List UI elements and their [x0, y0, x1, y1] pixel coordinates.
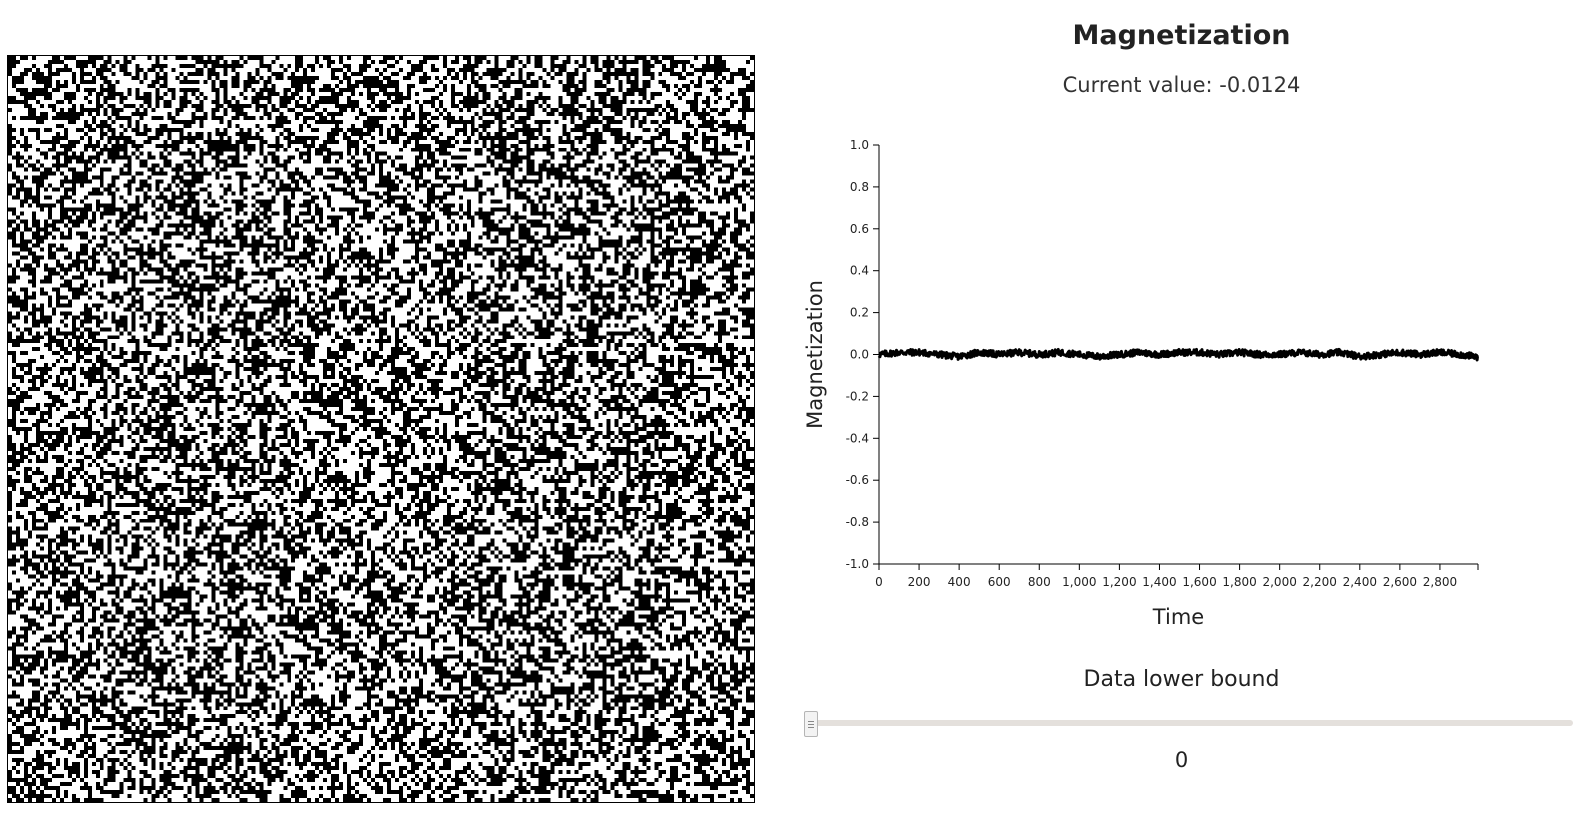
x-tick-label: 1,000 [1062, 575, 1096, 589]
x-tick-label: 1,800 [1222, 575, 1256, 589]
y-tick-label: 1.0 [850, 138, 869, 152]
spin-lattice-canvas[interactable] [8, 56, 754, 802]
y-tick-label: 0.0 [850, 348, 869, 362]
slider-handle[interactable] [804, 711, 818, 737]
x-tick-label: 1,400 [1142, 575, 1176, 589]
x-tick-label: 400 [948, 575, 971, 589]
magnetization-panel: Magnetization Current value: -0.0124 1.0… [790, 0, 1573, 820]
current-value: -0.0124 [1219, 73, 1301, 97]
y-tick-label: 0.6 [850, 222, 869, 236]
x-tick-label: 200 [908, 575, 931, 589]
slider-track[interactable] [812, 720, 1573, 726]
y-tick-label: 0.8 [850, 180, 869, 194]
x-tick-label: 2,600 [1383, 575, 1417, 589]
x-tick-label: 2,000 [1262, 575, 1296, 589]
x-tick-label: 1,200 [1102, 575, 1136, 589]
x-tick-label: 1,600 [1182, 575, 1216, 589]
y-tick-label: 0.2 [850, 306, 869, 320]
y-tick-label: 0.4 [850, 264, 869, 278]
x-tick-label: 2,200 [1303, 575, 1337, 589]
y-tick-label: -1.0 [846, 557, 869, 571]
x-tick-label: 2,800 [1423, 575, 1457, 589]
x-axis-label: Time [1152, 605, 1204, 629]
current-value-label: Current value: [1062, 73, 1213, 97]
x-tick-label: 800 [1028, 575, 1051, 589]
magnetization-chart: 1.0 0.8 0.6 0.4 0.2 0.0 -0.2 -0.4 -0.6 -0.8 -1.0 0 2… [803, 138, 1480, 629]
x-tick-label: 2,400 [1343, 575, 1377, 589]
y-axis-label: Magnetization [803, 280, 827, 429]
magnetization-series-line [877, 347, 1480, 362]
spin-lattice[interactable] [7, 55, 755, 803]
y-tick-label: -0.6 [846, 473, 869, 487]
y-tick-label: -0.2 [846, 389, 869, 403]
slider-value: 0 [1174, 748, 1189, 772]
x-tick-label: 0 [875, 575, 883, 589]
x-tick-label: 600 [988, 575, 1011, 589]
slider-label: Data lower bound [1083, 667, 1280, 692]
current-value-line: Current value: -0.0124 [790, 73, 1573, 97]
y-tick-label: -0.4 [846, 431, 869, 445]
panel-title: Magnetization [1072, 20, 1291, 51]
y-tick-label: -0.8 [846, 515, 869, 529]
